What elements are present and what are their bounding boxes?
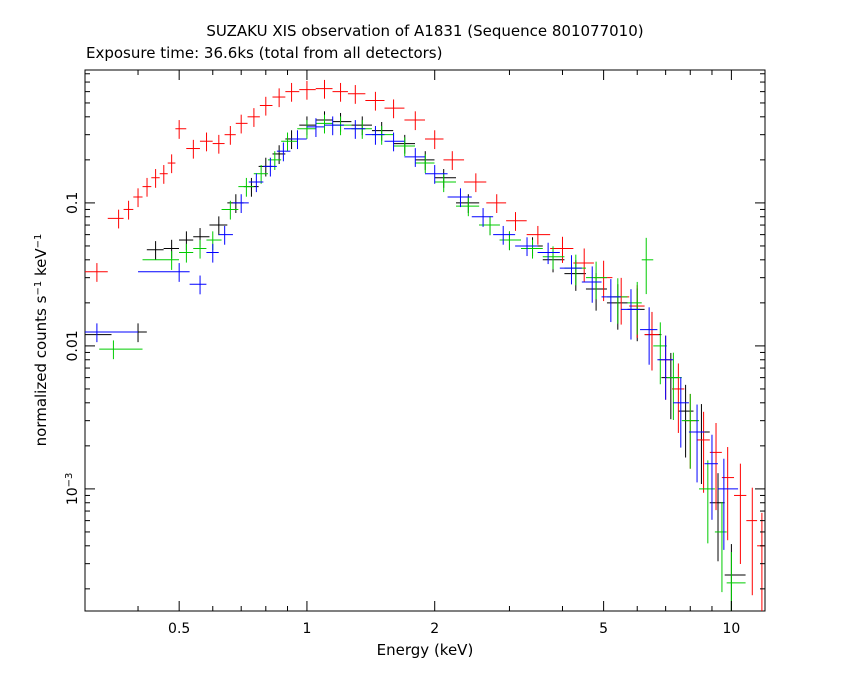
- y-tick-label-exp: −3: [64, 473, 75, 488]
- x-tick-label: 10: [722, 621, 740, 637]
- x-tick-label: 5: [599, 621, 608, 637]
- y-axis-label-main: normalized counts s: [32, 295, 50, 446]
- x-axis-label: Energy (keV): [377, 641, 474, 659]
- chart-subtitle: Exposure time: 36.6ks (total from all de…: [86, 44, 443, 62]
- y-tick-label: 0.1: [65, 192, 81, 214]
- plot-frame: [84, 69, 766, 612]
- chart-title: SUZAKU XIS observation of A1831 (Sequenc…: [206, 22, 644, 40]
- x-tick-label: 0.5: [168, 621, 190, 637]
- x-tick-label: 2: [430, 621, 439, 637]
- y-axis-label: normalized counts s−1 keV−1: [32, 234, 50, 447]
- y-tick-label: 10−3: [64, 473, 82, 506]
- series-layer: [84, 79, 765, 611]
- y-tick-label-base: 10: [65, 487, 81, 505]
- y-tick-label: 0.01: [65, 330, 81, 361]
- series-0: [84, 111, 746, 611]
- series-2: [99, 114, 746, 611]
- series-3: [85, 116, 739, 550]
- y-axis-label-mid: keV: [32, 248, 50, 281]
- y-axis-label-sup2: −1: [33, 234, 44, 249]
- x-tick-label: 1: [302, 621, 311, 637]
- y-axis-label-sup1: −1: [33, 281, 44, 296]
